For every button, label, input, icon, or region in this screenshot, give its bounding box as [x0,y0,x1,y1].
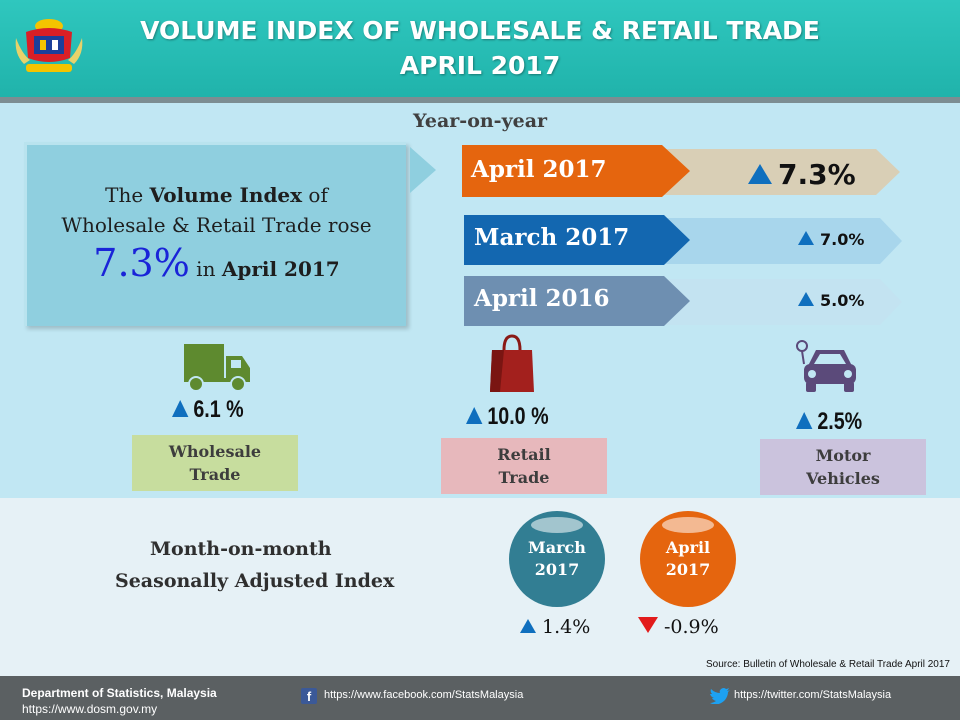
bar-label-april-2017: April 2017 [471,156,607,183]
summary-bold-text: Volume Index [149,183,303,207]
facebook-icon[interactable]: f [301,688,317,704]
summary-in: in [189,257,222,281]
bar-label-april-2016: April 2016 [474,285,610,312]
up-arrow-icon [466,407,483,424]
bar-value-text: 7.3% [778,158,856,191]
page-title: VOLUME INDEX OF WHOLESALE & RETAIL TRADE [140,16,820,45]
circle-line-1: March [528,538,586,557]
up-arrow-icon [748,164,772,184]
circle-highlight [531,517,583,533]
summary-pre: The [105,183,150,207]
wholesale-trade-label: Wholesale Trade [132,435,298,491]
malaysia-coat-of-arms-icon [15,19,83,72]
shopping-bag-icon [490,334,534,392]
label-line-2: Vehicles [806,469,880,488]
april-2017-mom-value: -0.9% [638,616,719,638]
down-arrow-icon [638,617,658,633]
label-line-1: Wholesale [168,442,262,461]
month-on-month-heading: Month-on-month [150,538,332,560]
circle-line-2: 2017 [665,560,711,579]
bar-label-march-2017: March 2017 [474,224,630,251]
up-arrow-icon [172,400,189,417]
up-arrow-icon [798,231,814,245]
retail-trade-label: Retail Trade [441,438,607,494]
up-arrow-icon [796,412,813,429]
footer-bar [0,676,960,720]
circle-line-2: 2017 [534,560,580,579]
car-icon [796,340,856,392]
pct-text: 10.0 % [487,403,549,430]
circle-highlight [662,517,714,533]
motor-vehicles-label: Motor Vehicles [760,439,926,495]
footer-facebook-link[interactable]: https://www.facebook.com/StatsMalaysia [324,689,524,701]
footer-website-link[interactable]: https://www.dosm.gov.my [22,702,158,716]
footer-twitter-link[interactable]: https://twitter.com/StatsMalaysia [734,689,892,701]
bar-head-april-2017 [462,145,690,197]
summary-line-2: Wholesale & Retail Trade rose [61,213,372,237]
label-line-1: Motor [815,446,871,465]
pct-text: 6.1 % [193,396,244,423]
april-2017-circle: April 2017 [640,511,736,607]
label-line-2: Trade [498,468,550,487]
up-arrow-icon [798,292,814,306]
year-on-year-heading: Year-on-year [412,110,548,132]
footer-department: Department of Statistics, Malaysia [22,686,217,700]
label-line-1: Retail [497,445,551,464]
summary-post: of [302,183,328,207]
retail-trade-pct: 10.0 % [466,403,549,431]
march-2017-mom-value: 1.4% [520,616,590,638]
wholesale-trade-pct: 6.1 % [172,396,244,424]
bar-value-march-2017: 7.0% [798,230,864,249]
truck-icon [184,344,250,392]
up-arrow-icon [520,619,536,633]
bar-value-text: 7.0% [820,230,865,249]
bar-value-april-2017: 7.3% [748,158,856,191]
source-note: Source: Bulletin of Wholesale & Retail T… [705,659,950,670]
march-2017-circle: March 2017 [509,511,605,607]
twitter-icon[interactable] [710,688,730,704]
chevron-right-icon [410,147,436,193]
mom-value-text: 1.4% [542,616,591,638]
summary-line-3: 7.3% in April 2017 [27,241,406,285]
summary-headline-value: 7.3% [93,241,190,285]
page-subtitle: APRIL 2017 [399,51,561,80]
summary-box: The Volume Index of Wholesale & Retail T… [24,142,406,326]
mom-value-text: -0.9% [664,616,719,638]
header-banner [0,0,960,97]
bar-head-april-2016 [464,276,690,326]
motor-vehicles-pct: 2.5% [796,408,862,436]
bar-value-text: 5.0% [820,291,865,310]
month-on-month-panel [0,498,960,676]
summary-period: April 2017 [221,257,340,281]
seasonally-adjusted-heading: Seasonally Adjusted Index [115,570,395,592]
label-line-2: Trade [189,465,241,484]
header-divider [0,97,960,103]
bar-head-march-2017 [464,215,690,265]
circle-line-1: April [665,538,711,557]
bar-value-april-2016: 5.0% [798,291,864,310]
pct-text: 2.5% [817,408,863,435]
summary-line-1: The Volume Index of [27,183,406,207]
